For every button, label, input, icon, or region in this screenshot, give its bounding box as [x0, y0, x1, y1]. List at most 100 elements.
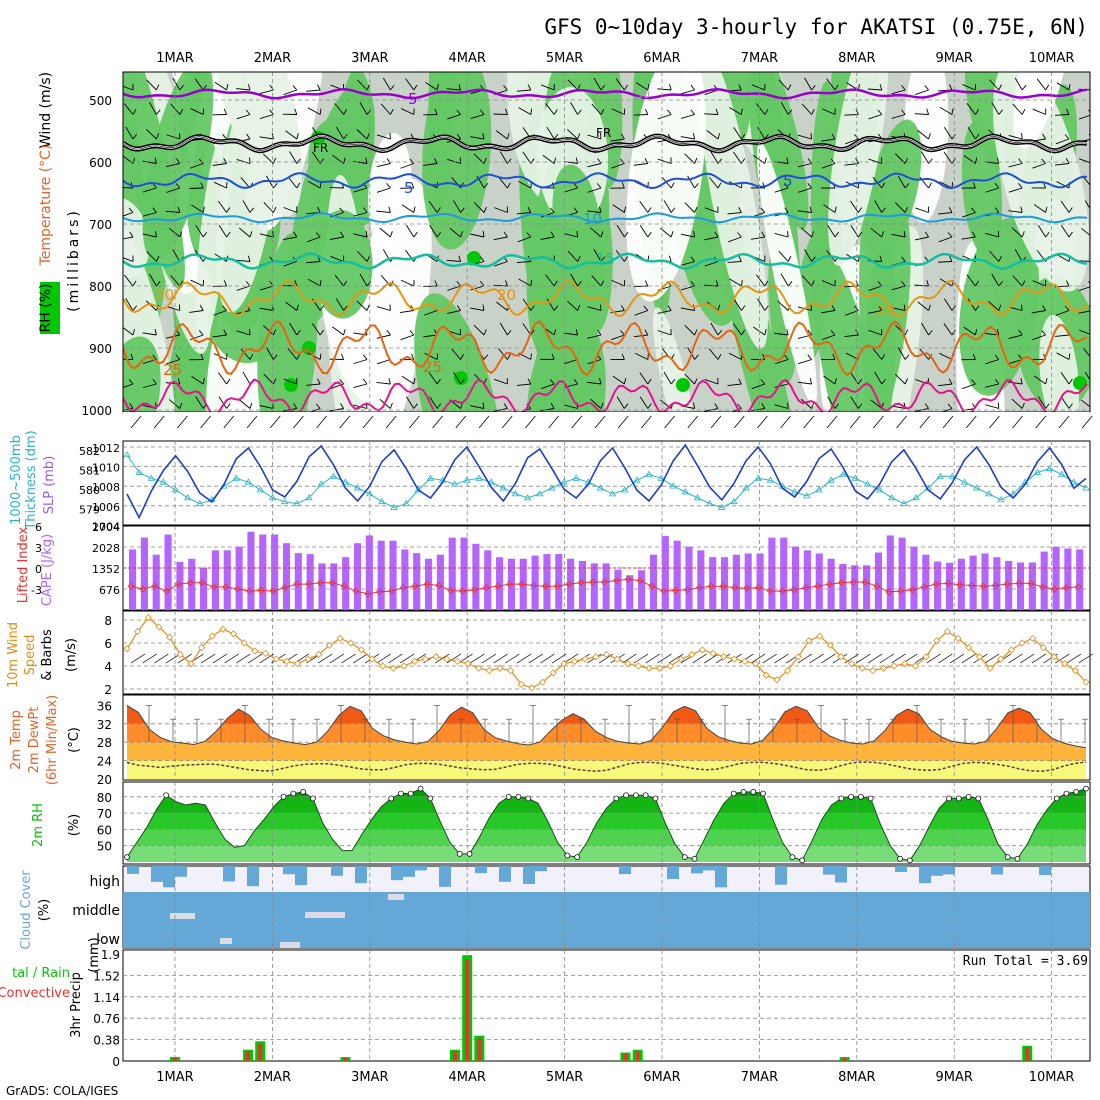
wind-barb: [943, 151, 953, 164]
thickness-point: [948, 472, 957, 479]
thickness-point: [475, 474, 483, 481]
wind-barb: [827, 224, 836, 238]
li-point: [612, 577, 620, 585]
rh-point: [897, 855, 903, 862]
li-point: [766, 587, 774, 595]
wind-barb-flag: [693, 402, 696, 409]
wind-barb-flag: [460, 354, 464, 360]
isotherm-magenta: [123, 378, 1088, 412]
wind-barb: [1031, 310, 1046, 314]
wind-barb: [757, 415, 768, 429]
cloud-high-bar: [175, 866, 187, 877]
wind-barb-flag: [1068, 378, 1073, 385]
cloud-high-bar: [667, 866, 679, 879]
wind-barb: [774, 404, 789, 409]
wind-barb-flag: [483, 329, 487, 336]
wind-barb-flag: [690, 109, 695, 115]
wind-barb: [259, 114, 274, 120]
wind-barb: [246, 415, 258, 429]
wind-speed-point: [826, 641, 834, 649]
wind-speed-point: [432, 653, 440, 661]
wind-barb: [307, 107, 321, 115]
wind-barb: [379, 227, 391, 238]
wind-barb: [962, 84, 976, 91]
wind-barb-flag: [600, 402, 604, 409]
wind-barb: [611, 108, 625, 115]
wind-barb-flag: [128, 207, 134, 213]
wind-barb-flag: [599, 206, 602, 213]
wind-barb-flag: [577, 304, 581, 311]
wind-speed-point: [688, 650, 696, 659]
wind-speed-point: [549, 669, 557, 677]
cape-bar: [590, 563, 598, 610]
wind-barb-flag: [738, 255, 742, 262]
wind-barb-flag: [786, 157, 789, 164]
wind-barb: [142, 233, 157, 238]
cape-bar: [792, 546, 800, 610]
wind-speed-point: [240, 639, 248, 647]
wind-barb-flag: [132, 280, 137, 287]
wind-barb-flag: [904, 354, 910, 360]
cape-bar: [945, 562, 954, 610]
wind-barb: [259, 89, 274, 95]
wind-barb: [987, 300, 1000, 311]
precip-unit: (mm): [87, 937, 102, 972]
wind-barb-flag: [223, 329, 227, 336]
rh-patch: [757, 142, 817, 407]
wind-barb-flag: [292, 85, 298, 91]
cloud-high-bar: [715, 866, 727, 888]
wind-barb: [218, 396, 227, 409]
wind-barb: [919, 415, 931, 429]
rh-point: [975, 795, 982, 802]
wind-barb: [1081, 228, 1090, 236]
li-point: [364, 590, 372, 598]
wind-barb: [727, 261, 742, 263]
date-label: 2MAR: [254, 51, 291, 66]
cloud-high-bar: [391, 866, 403, 881]
wind-speed-point: [624, 660, 632, 668]
wind-barb: [1011, 398, 1023, 409]
wind-barb-flag: [811, 402, 815, 409]
wind-barb: [424, 352, 438, 360]
wind-barb-flag: [901, 256, 906, 262]
wind-barb: [473, 202, 485, 213]
wind-barb: [587, 334, 602, 339]
wind-barb: [545, 274, 555, 287]
wind-barb-flag: [690, 84, 695, 91]
wind-barb: [809, 653, 824, 664]
wind-barb-flag: [269, 109, 274, 115]
li-point: [1074, 583, 1082, 591]
wind-barb-flag: [904, 157, 909, 164]
cape-bar: [389, 540, 397, 610]
wind-barb-flag: [575, 157, 579, 164]
wind-barb: [985, 187, 999, 193]
wind-barb: [1056, 82, 1070, 91]
wind-barb: [1083, 176, 1090, 186]
wind-barb: [1012, 103, 1023, 115]
wind-barb: [941, 408, 953, 412]
temp-band: [127, 760, 1086, 779]
wind-barb-flag: [881, 378, 886, 385]
wind-barb: [680, 136, 695, 140]
wind-barb: [289, 151, 298, 164]
cloud-high-bar: [823, 866, 835, 875]
wind-barb-flag: [974, 157, 978, 164]
wind-barb: [405, 224, 415, 238]
wind-speed-point: [634, 662, 643, 670]
precip-total-label: tal / Rain: [12, 966, 70, 981]
cloud-high-bar: [931, 866, 943, 876]
wind-barb-flag: [690, 280, 695, 287]
wind-barb-flag: [998, 255, 1002, 262]
wind-barb-flag: [573, 207, 578, 213]
wind-barb: [821, 138, 836, 142]
wind-barb: [405, 396, 415, 409]
wind-speed-point: [325, 641, 334, 649]
wind-barb-flag: [928, 158, 933, 164]
y-tick-label: 1000: [81, 404, 112, 418]
wind-barb: [821, 334, 836, 341]
cape-tick: 2028: [92, 542, 120, 555]
wind-barb: [567, 129, 578, 140]
cloud-high-bar: [775, 866, 787, 885]
slp-tick: 1012: [92, 442, 120, 455]
